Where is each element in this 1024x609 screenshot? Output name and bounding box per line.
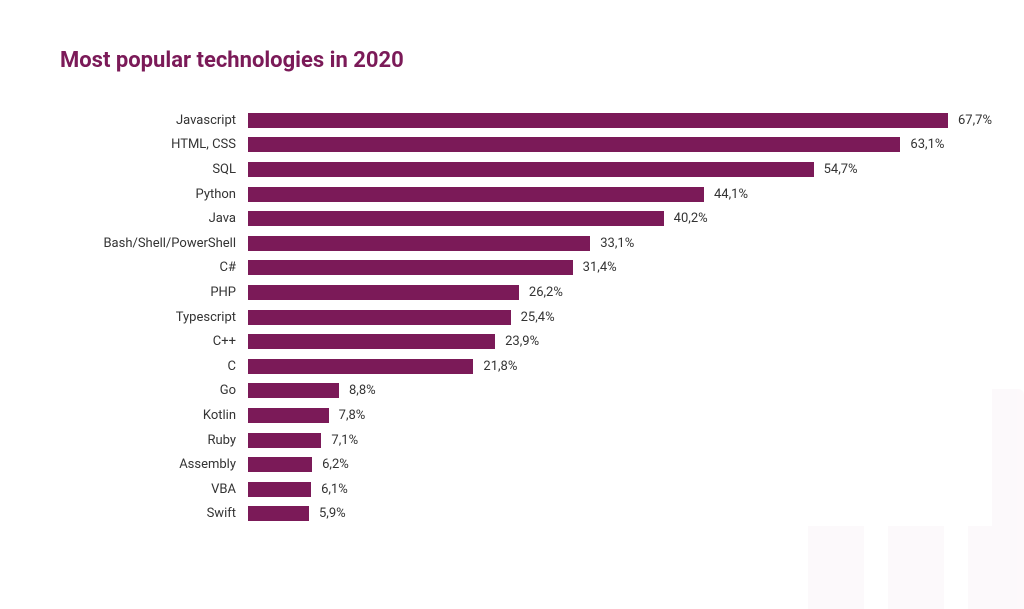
chart-row: Javascript 67,7% [80, 108, 992, 133]
bar-label: PHP [80, 285, 248, 300]
bar-label: Kotlin [80, 408, 248, 423]
bar-label: Ruby [80, 433, 248, 448]
bar-wrap: 7,1% [248, 433, 992, 448]
bar-label: Java [80, 211, 248, 226]
bar-label: Javascript [80, 113, 248, 128]
chart-row: Bash/Shell/PowerShell 33,1% [80, 231, 992, 256]
bar [248, 137, 900, 152]
bar-wrap: 5,9% [248, 506, 992, 521]
chart-row: C# 31,4% [80, 256, 992, 281]
chart-row: Ruby 7,1% [80, 428, 992, 453]
bar-value: 25,4% [521, 310, 555, 325]
bar-value: 26,2% [529, 285, 563, 300]
bar-value: 67,7% [958, 113, 992, 128]
chart-title: Most popular technologies in 2020 [60, 48, 404, 73]
chart-row: Kotlin 7,8% [80, 403, 992, 428]
bar-wrap: 23,9% [248, 334, 992, 349]
bar-wrap: 40,2% [248, 211, 992, 226]
bar-wrap: 8,8% [248, 383, 992, 398]
bar-wrap: 25,4% [248, 310, 992, 325]
bar-wrap: 6,2% [248, 457, 992, 472]
chart-row: Go 8,8% [80, 379, 992, 404]
bar-label: VBA [80, 482, 248, 497]
bar-value: 40,2% [674, 211, 708, 226]
bar-wrap: 21,8% [248, 359, 992, 374]
bar-value: 5,9% [319, 506, 346, 521]
bar-label: Bash/Shell/PowerShell [80, 236, 248, 251]
chart-row: VBA 6,1% [80, 477, 992, 502]
bar-label: C# [80, 260, 248, 275]
bar [248, 359, 473, 374]
bar [248, 260, 573, 275]
bar-label: Python [80, 187, 248, 202]
bar [248, 211, 664, 226]
chart-row: Python 44,1% [80, 182, 992, 207]
bar-value: 6,2% [322, 457, 349, 472]
bar-value: 54,7% [824, 162, 858, 177]
bar-value: 8,8% [349, 383, 376, 398]
chart-row: PHP 26,2% [80, 280, 992, 305]
bar-label: Assembly [80, 457, 248, 472]
bar-value: 23,9% [505, 334, 539, 349]
chart-row: Typescript 25,4% [80, 305, 992, 330]
chart-row: Swift 5,9% [80, 502, 992, 527]
bar [248, 162, 814, 177]
bar-value: 6,1% [321, 482, 348, 497]
bar [248, 383, 339, 398]
technologies-bar-chart: Javascript 67,7% HTML, CSS 63,1% SQL 54,7% Pyt… [80, 108, 992, 526]
bar-label: Go [80, 383, 248, 398]
bar-value: 33,1% [600, 236, 634, 251]
bar-value: 44,1% [714, 187, 748, 202]
bar [248, 187, 704, 202]
bar [248, 482, 311, 497]
chart-row: Assembly 6,2% [80, 452, 992, 477]
bar-wrap: 44,1% [248, 187, 992, 202]
bar [248, 457, 312, 472]
bar [248, 506, 309, 521]
bar-value: 63,1% [910, 137, 944, 152]
chart-row: HTML, CSS 63,1% [80, 133, 992, 158]
bar [248, 236, 590, 251]
bar-wrap: 26,2% [248, 285, 992, 300]
bar [248, 408, 329, 423]
bar-wrap: 31,4% [248, 260, 992, 275]
bar [248, 113, 948, 128]
bar-wrap: 6,1% [248, 482, 992, 497]
bar-wrap: 54,7% [248, 162, 992, 177]
chart-row: C++ 23,9% [80, 329, 992, 354]
bar-label: HTML, CSS [80, 137, 248, 152]
bar-value: 7,1% [331, 433, 358, 448]
bar-wrap: 63,1% [248, 137, 992, 152]
bar [248, 334, 495, 349]
bar-label: C++ [80, 334, 248, 349]
bar-value: 21,8% [483, 359, 517, 374]
bar-value: 7,8% [339, 408, 366, 423]
bar-label: C [80, 359, 248, 374]
bar [248, 310, 511, 325]
chart-row: SQL 54,7% [80, 157, 992, 182]
chart-row: C 21,8% [80, 354, 992, 379]
bar-wrap: 7,8% [248, 408, 992, 423]
bar-value: 31,4% [583, 260, 617, 275]
bar-label: Typescript [80, 310, 248, 325]
bar-label: SQL [80, 162, 248, 177]
bar [248, 285, 519, 300]
bar-wrap: 67,7% [248, 113, 992, 128]
bar-wrap: 33,1% [248, 236, 992, 251]
bar-label: Swift [80, 506, 248, 521]
bar [248, 433, 321, 448]
chart-row: Java 40,2% [80, 206, 992, 231]
